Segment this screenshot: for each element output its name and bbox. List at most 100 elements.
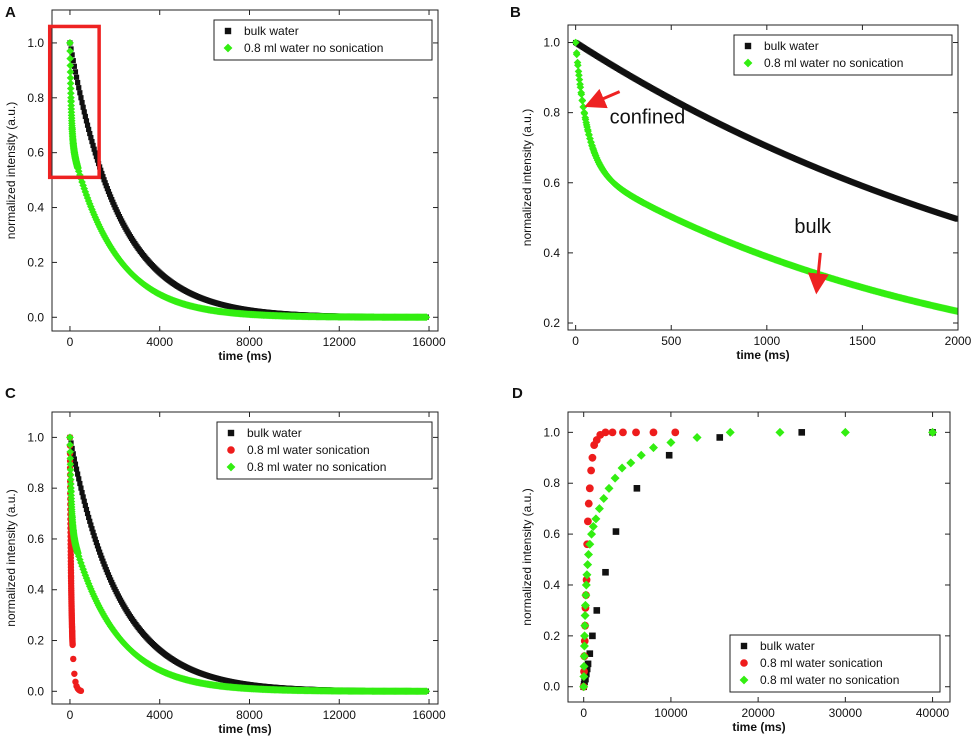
data-point [71, 456, 77, 462]
y-tick-label: 0.8 [543, 106, 560, 120]
x-tick-label: 12000 [323, 335, 357, 349]
data-point [66, 448, 74, 456]
x-tick-label: 500 [661, 334, 681, 348]
legend: bulk water 0.8 ml water no sonication [733, 34, 953, 76]
plot-area [66, 39, 431, 322]
data-point [76, 85, 82, 91]
data-point [82, 113, 88, 120]
data-point [93, 539, 99, 546]
x-axis-label: time (ms) [218, 349, 271, 363]
x-tick-label: 40000 [916, 706, 950, 720]
y-tick-label: 0.0 [27, 684, 44, 698]
y-tick-label: 0.0 [27, 310, 44, 324]
data-point [798, 429, 806, 436]
legend-entry: 0.8 ml water no sonication [247, 460, 386, 474]
data-point [67, 93, 75, 102]
data-point [587, 529, 597, 539]
legend-marker [740, 659, 748, 667]
data-point [583, 560, 593, 570]
y-tick-label: 0.8 [27, 481, 44, 495]
data-point [100, 558, 106, 564]
data-point [648, 443, 658, 453]
data-point [610, 473, 620, 483]
data-point [581, 580, 591, 590]
y-tick-label: 1.0 [27, 430, 44, 444]
data-point [583, 665, 591, 673]
x-tick-label: 1500 [849, 334, 876, 348]
legend-entry: 0.8 ml water no sonication [760, 673, 899, 687]
panel-label: D [512, 385, 523, 402]
data-point [105, 188, 112, 195]
data-point [78, 485, 84, 491]
data-point [576, 83, 585, 92]
data-point [588, 521, 598, 531]
data-point [74, 164, 82, 173]
y-tick-label: 0.8 [27, 91, 44, 105]
data-point [72, 69, 79, 75]
data-point [589, 632, 596, 640]
legend-box [213, 19, 433, 61]
data-point [72, 461, 79, 467]
data-point [572, 49, 581, 57]
data-point [67, 484, 75, 492]
data-point [422, 687, 431, 696]
data-point [89, 138, 95, 145]
data-point [79, 99, 85, 106]
data-point [87, 130, 93, 137]
data-point [580, 621, 590, 631]
y-tick-label: 0.2 [543, 629, 560, 643]
legend-marker [227, 429, 235, 437]
data-point [81, 498, 87, 504]
data-point [571, 38, 580, 47]
y-axis-label: normalized intensity (a.u.) [520, 109, 534, 246]
panel-C: C 0 4000 8000 12000 16000 0.0 0.2 0.4 0.6 0.8 1.0 ti… [4, 385, 446, 736]
y-tick-label: 1.0 [543, 425, 560, 439]
data-point [77, 90, 83, 96]
y-axis-label: normalized intensity (a.u.) [4, 102, 18, 239]
data-point [636, 450, 646, 460]
legend-entry: 0.8 ml water no sonication [244, 41, 383, 55]
data-point [579, 682, 589, 692]
data-point [954, 216, 958, 222]
y-tick-label: 0.6 [27, 532, 44, 546]
data-point [840, 427, 850, 437]
data-point [74, 549, 82, 558]
data-point [75, 471, 81, 477]
data-point [66, 84, 75, 93]
legend-box [729, 634, 941, 693]
data-point [80, 184, 89, 193]
data-point [95, 546, 102, 552]
legend: bulk water 0.8 ml water sonication 0.8 ml … [729, 634, 941, 693]
x-tick-label: 2000 [945, 334, 972, 348]
data-point [591, 514, 601, 524]
data-point [101, 177, 107, 183]
legend: bulk water 0.8 ml water sonication 0.8 ml … [216, 421, 433, 480]
annotation-arrow [807, 252, 829, 295]
data-point [69, 52, 75, 58]
data-point [66, 79, 75, 88]
data-point [91, 146, 97, 152]
data-point [66, 475, 75, 484]
data-point [66, 39, 74, 47]
data-point [953, 307, 958, 316]
data-point [666, 438, 676, 448]
data-point [581, 113, 590, 122]
data-point [69, 445, 75, 452]
legend-entry: bulk water [247, 426, 302, 440]
x-tick-label: 20000 [741, 706, 775, 720]
x-tick-label: 12000 [323, 708, 357, 722]
data-point [82, 191, 91, 199]
data-point [579, 103, 588, 111]
data-point [76, 171, 84, 179]
data-point [80, 104, 86, 110]
data-point [66, 460, 75, 469]
plot-area [66, 433, 431, 696]
legend-marker [740, 642, 748, 650]
legend-marker [223, 43, 233, 53]
legend-entry: 0.8 ml water no sonication [764, 56, 903, 70]
data-point [580, 600, 590, 610]
data-point [649, 428, 658, 437]
data-point [594, 504, 604, 514]
data-point [91, 533, 97, 539]
data-point [66, 74, 75, 82]
